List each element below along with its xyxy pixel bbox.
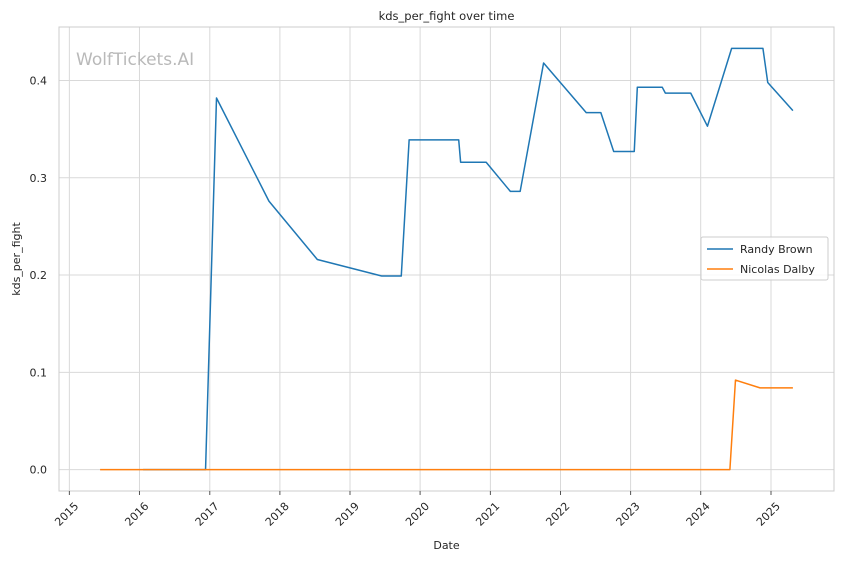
legend-label-randy-brown: Randy Brown	[740, 243, 813, 256]
y-tick-label: 0.3	[30, 172, 48, 185]
y-tick-label: 0.1	[30, 366, 48, 379]
y-tick-label: 0.2	[30, 269, 48, 282]
legend: Randy Brown Nicolas Dalby	[700, 236, 829, 281]
y-axis-label: kds_per_fight	[10, 222, 23, 296]
chart-title: kds_per_fight over time	[379, 9, 515, 23]
y-tick-label: 0.0	[30, 464, 48, 477]
y-ticks: 0.0 0.1 0.2 0.3 0.4	[30, 75, 48, 477]
plot-frame	[58, 26, 835, 492]
series-group	[100, 47, 794, 471]
x-axis-label: Date	[433, 539, 460, 552]
series-line-randy-brown	[143, 47, 794, 471]
watermark: WolfTickets.AI	[76, 50, 194, 70]
y-tick-label: 0.4	[30, 75, 48, 88]
series-line-nicolas-dalby	[100, 379, 793, 471]
legend-label-nicolas-dalby: Nicolas Dalby	[740, 263, 815, 276]
